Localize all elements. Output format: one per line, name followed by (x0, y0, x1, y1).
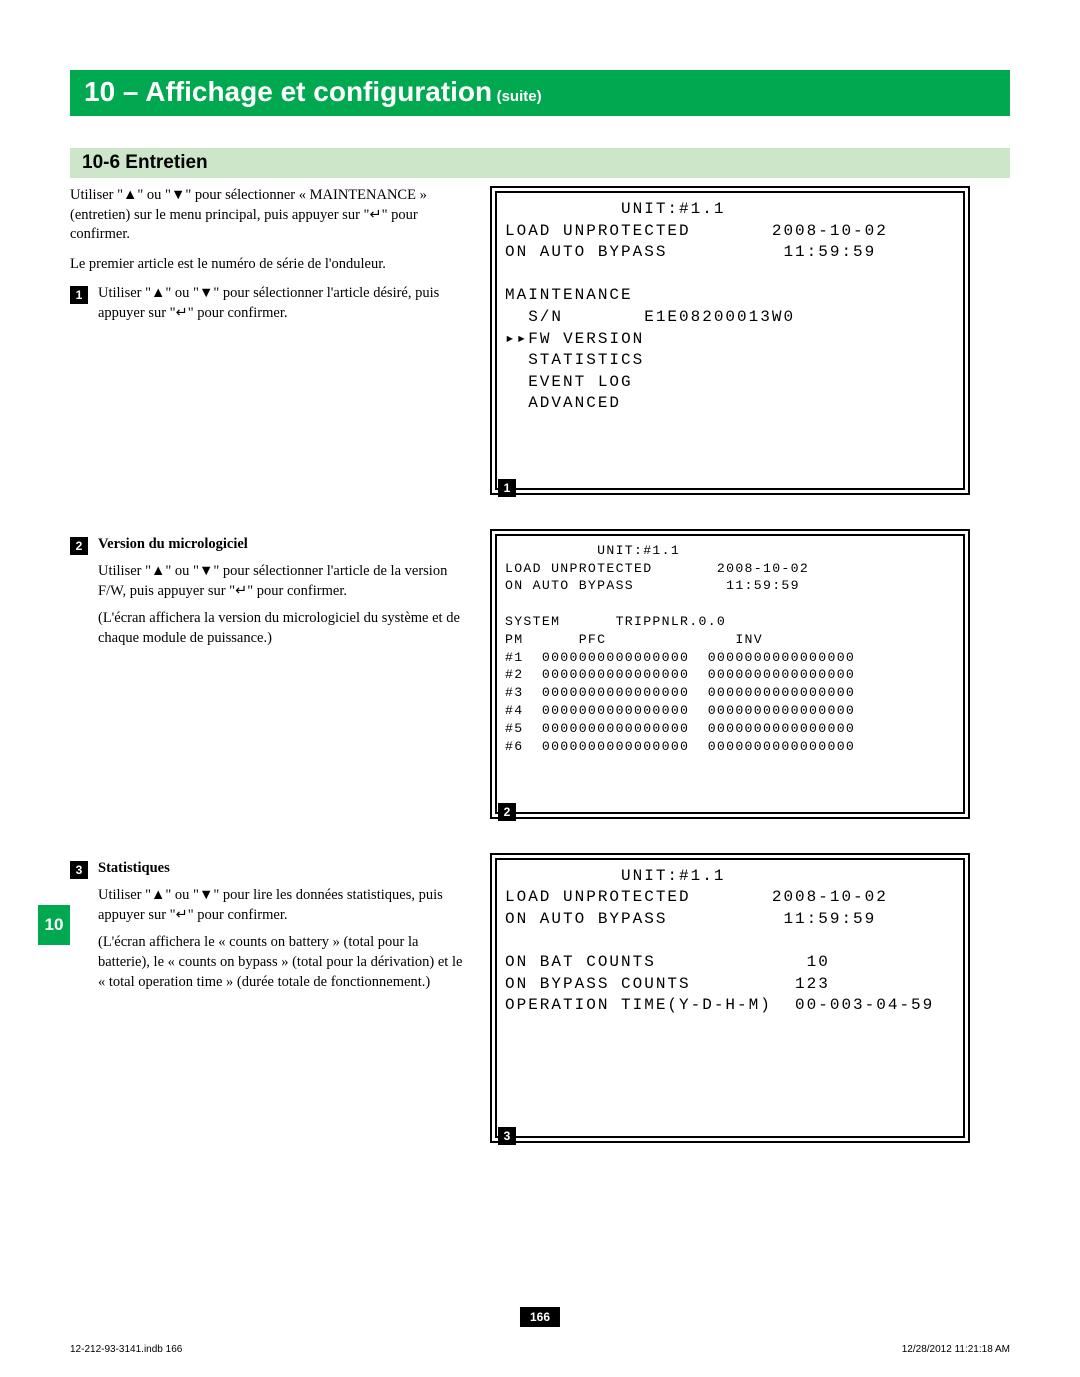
lcd-3-caption: 3 (498, 1127, 516, 1145)
step-2-number: 2 (70, 537, 88, 555)
section-title-bar: 10-6 Entretien (70, 148, 1010, 178)
step-2-heading: Version du micrologiciel (98, 536, 248, 552)
step-3-text-2: (L'écran affichera le « counts on batter… (98, 933, 470, 992)
page-number: 166 (520, 1307, 560, 1327)
intro-para-2: Le premier article est le numéro de séri… (70, 255, 470, 275)
lcd-1-content: UNIT:#1.1 LOAD UNPROTECTED 2008-10-02 ON… (495, 191, 965, 490)
side-tab: 10 (38, 905, 70, 945)
step-1-text: Utiliser "▲" ou "▼" pour sélectionner l'… (98, 284, 470, 323)
step-1: 1 Utiliser "▲" ou "▼" pour sélectionner … (70, 284, 470, 331)
step-1-number: 1 (70, 286, 88, 304)
step-3-heading: Statistiques (98, 860, 170, 876)
step-2-text-1: Utiliser "▲" ou "▼" pour sélectionner l'… (98, 562, 470, 601)
chapter-title-bar: 10 – Affichage et configuration (suite) (70, 70, 1010, 116)
step-3-text-1: Utiliser "▲" ou "▼" pour lire les donnée… (98, 886, 470, 925)
lcd-3-content: UNIT:#1.1 LOAD UNPROTECTED 2008-10-02 ON… (495, 858, 965, 1138)
lcd-screen-1: UNIT:#1.1 LOAD UNPROTECTED 2008-10-02 ON… (490, 186, 970, 495)
footer-right: 12/28/2012 11:21:18 AM (902, 1344, 1010, 1355)
lcd-2-caption: 2 (498, 803, 516, 821)
step-2-text-2: (L'écran affichera la version du microlo… (98, 609, 470, 648)
step-3-number: 3 (70, 861, 88, 879)
lcd-screen-2: UNIT:#1.1 LOAD UNPROTECTED 2008-10-02 ON… (490, 529, 970, 819)
step-2: 2 Version du micrologiciel Utiliser "▲" … (70, 535, 470, 657)
lcd-2-content: UNIT:#1.1 LOAD UNPROTECTED 2008-10-02 ON… (495, 534, 965, 814)
lcd-screen-3: UNIT:#1.1 LOAD UNPROTECTED 2008-10-02 ON… (490, 853, 970, 1143)
intro-para-1: Utiliser "▲" ou "▼" pour sélectionner « … (70, 186, 470, 245)
intro-text: Utiliser "▲" ou "▼" pour sélectionner « … (70, 186, 470, 331)
step-3: 3 Statistiques Utiliser "▲" ou "▼" pour … (70, 859, 470, 1000)
chapter-title: 10 – Affichage et configuration (84, 76, 492, 107)
section-title: 10-6 Entretien (82, 152, 208, 173)
chapter-subtitle: (suite) (497, 88, 542, 105)
lcd-1-caption: 1 (498, 479, 516, 497)
footer-left: 12-212-93-3141.indb 166 (70, 1344, 182, 1355)
